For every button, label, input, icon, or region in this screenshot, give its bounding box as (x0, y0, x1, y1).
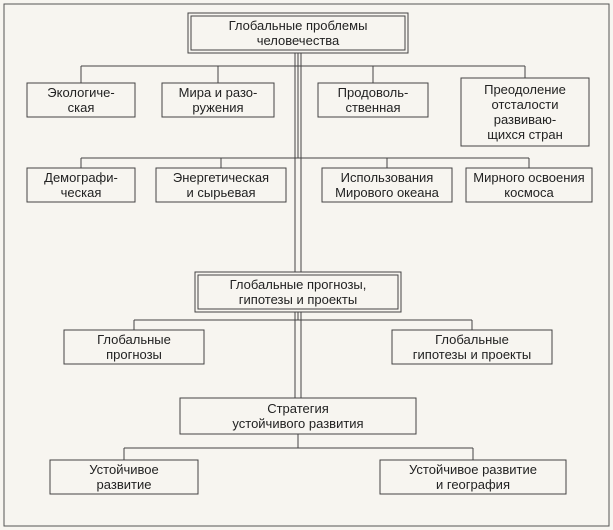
node-demo-line-0: Демографи- (44, 170, 118, 185)
node-sust: Устойчивоеразвитие (50, 460, 198, 494)
node-eco-line-1: ская (68, 100, 95, 115)
node-energy-line-0: Энергетическая (173, 170, 269, 185)
node-strategy-line-0: Стратегия (267, 401, 329, 416)
node-sust-line-1: развитие (97, 477, 152, 492)
node-peace: Мира и разо-ружения (162, 83, 274, 117)
node-overcome-line-2: развиваю- (494, 112, 557, 127)
node-forecasts_root-line-0: Глобальные прогнозы, (230, 277, 367, 292)
diagram-canvas: Глобальные проблемычеловечества Экологиче… (0, 0, 613, 530)
node-space-line-0: Мирного освоения (473, 170, 584, 185)
node-food-line-1: ственная (345, 100, 400, 115)
node-sust_geo-line-1: и география (436, 477, 510, 492)
node-space-line-1: космоса (504, 185, 554, 200)
node-forecasts-line-0: Глобальные (97, 332, 171, 347)
node-strategy: Стратегияустойчивого развития (180, 398, 416, 434)
node-overcome: Преодолениеотсталостиразвиваю-щихся стра… (461, 78, 589, 146)
node-root: Глобальные проблемычеловечества (188, 13, 408, 53)
node-hypo: Глобальныегипотезы и проекты (392, 330, 552, 364)
node-strategy-line-1: устойчивого развития (232, 416, 363, 431)
node-sust_geo-line-0: Устойчивое развитие (409, 462, 537, 477)
node-eco-line-0: Экологиче- (47, 85, 114, 100)
node-overcome-line-3: щихся стран (487, 127, 563, 142)
node-forecasts-line-1: прогнозы (106, 347, 162, 362)
node-peace-line-1: ружения (192, 100, 243, 115)
node-ocean: ИспользованияМирового океана (322, 168, 452, 202)
node-food: Продоволь-ственная (318, 83, 428, 117)
node-space: Мирного освоениякосмоса (466, 168, 592, 202)
node-root-line-1: человечества (257, 33, 340, 48)
node-forecasts_root-line-1: гипотезы и проекты (239, 292, 357, 307)
node-ocean-line-0: Использования (341, 170, 434, 185)
node-overcome-line-1: отсталости (492, 97, 559, 112)
node-root-line-0: Глобальные проблемы (229, 18, 368, 33)
node-sust_geo: Устойчивое развитиеи география (380, 460, 566, 494)
node-hypo-line-1: гипотезы и проекты (413, 347, 531, 362)
node-forecasts: Глобальныепрогнозы (64, 330, 204, 364)
node-energy: Энергетическаяи сырьевая (156, 168, 286, 202)
node-eco: Экологиче-ская (27, 83, 135, 117)
node-ocean-line-1: Мирового океана (335, 185, 440, 200)
node-demo-line-1: ческая (61, 185, 102, 200)
node-sust-line-0: Устойчивое (89, 462, 158, 477)
node-peace-line-0: Мира и разо- (179, 85, 258, 100)
node-forecasts_root: Глобальные прогнозы,гипотезы и проекты (195, 272, 401, 312)
node-overcome-line-0: Преодоление (484, 82, 566, 97)
node-hypo-line-0: Глобальные (435, 332, 509, 347)
node-demo: Демографи-ческая (27, 168, 135, 202)
node-energy-line-1: и сырьевая (187, 185, 256, 200)
node-food-line-0: Продоволь- (338, 85, 409, 100)
